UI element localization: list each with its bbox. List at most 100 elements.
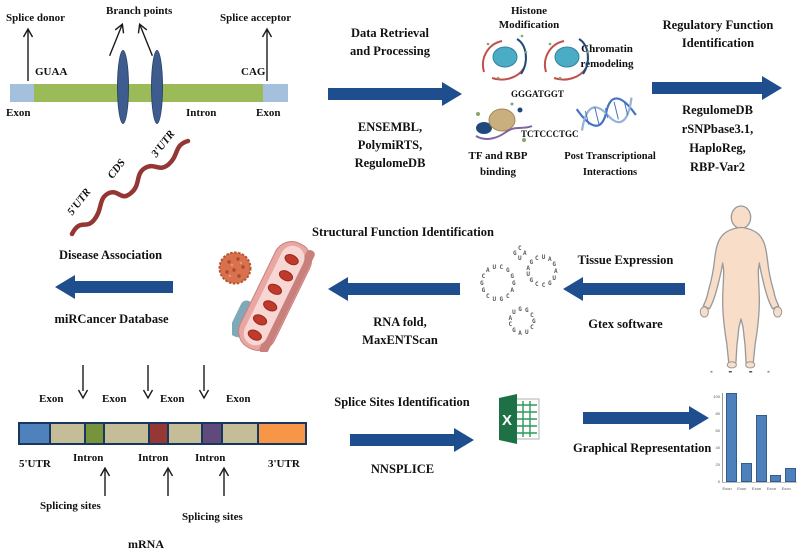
mrna-segment-utr3 [259, 424, 306, 443]
exon-label-4: Exon [226, 393, 251, 405]
mrna-bar [18, 422, 307, 445]
graphical-flow-arrow [583, 406, 709, 430]
exon-label-2: Exon [102, 393, 127, 405]
branch-points-label: Branch points [106, 5, 173, 17]
rna-base-letter: G [505, 267, 510, 275]
rna-base-letter: C [535, 254, 539, 262]
mrna-utr3-label: 3'UTR [268, 458, 300, 470]
rna-base-letter: C [486, 292, 490, 300]
splice-acceptor-label: Splice acceptor [220, 12, 292, 24]
rna-base-letter: G [499, 295, 504, 303]
tf-complex-icon [475, 102, 533, 142]
splice-site-down-arrow-icon [198, 365, 210, 400]
chromatin-remodeling-label: Chromatin remodeling [580, 43, 634, 70]
chart-y-tick: 0 [717, 479, 720, 484]
exon-label-1: Exon [39, 393, 64, 405]
mrna-segment-exon [168, 424, 204, 443]
chart-y-tick: 60 [715, 428, 720, 433]
data-retrieval-tools: ENSEMBL, PolymiRTS, RegulomeDB [354, 120, 426, 170]
splicing-site-up-arrow-icon [162, 466, 174, 496]
splicing-sites-label-left: Splicing sites [40, 500, 101, 512]
rna-base-letter: C [535, 281, 539, 289]
rna-base-letter: U [552, 274, 557, 282]
splice-site-down-arrow-icon [142, 365, 154, 400]
disease-flow-arrow [55, 275, 173, 299]
data-retrieval-flow-arrow [328, 82, 462, 106]
chart-y-tick: 20 [715, 462, 720, 467]
rna-base-letter: G [529, 258, 534, 266]
disease-title: Disease Association [58, 248, 163, 262]
rna-base-letter: U [541, 254, 546, 262]
rna-base-letter: A [526, 264, 531, 272]
data-retrieval-title: Data Retrieval and Processing [350, 26, 430, 58]
binding-sequence-bottom: TCTCCCTGC [521, 129, 579, 139]
splicing-site-up-arrow-icon [218, 466, 230, 496]
rna-base-letter: G [552, 261, 557, 269]
splicing-site-up-arrow-icon [99, 466, 111, 496]
tissue-flow-arrow [563, 277, 685, 301]
rna-base-letter: C [530, 311, 534, 319]
regulatory-flow-arrow [652, 76, 782, 100]
rna-base-letter: A [510, 286, 515, 294]
structural-tools: RNA fold, MaxENTScan [362, 315, 438, 347]
chart-y-tick: 40 [715, 445, 720, 450]
chart-y-tick: 80 [715, 411, 720, 416]
splice-acceptor-arrow-icon [261, 27, 273, 81]
mrna-segment-intron [149, 424, 169, 443]
mrna-caption: mRNA [128, 537, 164, 551]
rna-base-letter: A [518, 329, 522, 337]
branch-point-ellipse [151, 50, 163, 124]
chart-bar [785, 468, 797, 482]
rna-base-letter: U [518, 255, 522, 262]
mrna-segment-exon [50, 424, 87, 443]
nucleosome-icon [482, 34, 528, 81]
disease-tool: miRCancer Database [54, 312, 169, 326]
mrna-utr5-label: 5'UTR [19, 458, 51, 470]
tf-rbp-binding-label: TF and RBP binding [468, 150, 528, 178]
results-bar-chart: Exon Exon Exon Exon Exon 0 20 40 60 80 100 [712, 390, 798, 502]
binding-sequence-top: GGGATGGT [511, 89, 564, 99]
chart-x-tick: Exon [737, 486, 747, 491]
rna-base-letter: C [505, 292, 510, 300]
donor-sequence: GUAA [35, 66, 68, 78]
tissue-title: Tissue Expression [577, 253, 674, 267]
intron-label-3: Intron [195, 452, 226, 464]
rna-base-letter: G [518, 306, 522, 314]
regulatory-title: Regulatory Function Identification [662, 18, 774, 50]
chart-bar [770, 475, 782, 482]
tumor-icon [218, 251, 252, 285]
structural-title: Structural Function Identification [312, 225, 494, 239]
chart-bar [755, 415, 767, 482]
rna-base-letter: C [508, 321, 513, 329]
nucleosome-icon [544, 38, 590, 81]
rna-base-letter: G [524, 307, 529, 315]
rna-base-letter: A [523, 250, 527, 257]
gene-bar [10, 84, 288, 102]
rna-base-letter: A [486, 267, 490, 275]
mrna-segment-intron [203, 424, 223, 443]
mrna-wave-icon [69, 138, 191, 237]
rna-base-letter: A [554, 268, 558, 275]
rna-base-letter: G [512, 280, 516, 287]
mrna-segment-exon [105, 424, 150, 443]
gene-exon-left [10, 84, 34, 102]
regulatory-tools: RegulomeDB rSNPbase3.1, HaploReg, RBP-Va… [681, 103, 754, 174]
rna-base-letter: U [524, 328, 529, 336]
chart-bar [726, 393, 737, 482]
rna-base-letter: G [529, 277, 534, 285]
rna-base-letter: U [526, 271, 531, 279]
human-body-icon [699, 205, 783, 373]
exon-label-3: Exon [160, 393, 185, 405]
rna-base-letter: G [547, 279, 552, 287]
gene-intron [34, 84, 263, 102]
histone-modification-label: Histone Modification [498, 5, 560, 31]
splice-donor-label: Splice donor [6, 12, 65, 24]
mrna-segment-utr5 [20, 424, 51, 443]
chart-y-tick: 100 [713, 394, 720, 399]
chart-x-tick: Exon [781, 486, 791, 491]
dna-helix-icon [575, 97, 637, 131]
intron-label: Intron [186, 107, 217, 119]
rna-base-letter: C [481, 273, 486, 281]
rna-base-letter: U [492, 295, 497, 303]
